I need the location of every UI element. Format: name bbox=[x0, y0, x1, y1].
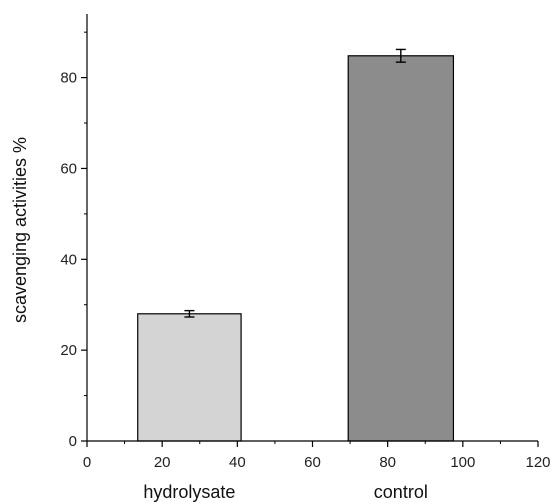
y-axis-title: scavenging activities % bbox=[10, 137, 30, 323]
y-tick-label: 0 bbox=[69, 433, 77, 450]
bar-control bbox=[347, 55, 455, 442]
error-bars-layer bbox=[184, 48, 406, 318]
x-tick-label: 120 bbox=[525, 454, 550, 471]
labels-layer: 0 20 40 60 80 0 20 40 60 80 100 120 hydrolysate contr… bbox=[60, 70, 550, 502]
y-tick-label: 40 bbox=[60, 251, 77, 268]
x-tick-label: 80 bbox=[379, 454, 396, 471]
ticks-layer bbox=[81, 31, 539, 447]
x-tick-label: 20 bbox=[154, 454, 171, 471]
category-label-control: control bbox=[374, 482, 428, 502]
y-tick-label: 20 bbox=[60, 342, 77, 359]
x-tick-label: 60 bbox=[304, 454, 321, 471]
y-tick-label: 60 bbox=[60, 160, 77, 177]
x-tick-label: 0 bbox=[83, 454, 91, 471]
y-tick-label: 80 bbox=[60, 70, 77, 87]
x-tick-label: 40 bbox=[229, 454, 246, 471]
x-tick-label: 100 bbox=[450, 454, 475, 471]
bar-hydrolysate bbox=[137, 313, 242, 442]
category-label-hydrolysate: hydrolysate bbox=[143, 482, 235, 502]
bars-layer bbox=[137, 55, 455, 442]
